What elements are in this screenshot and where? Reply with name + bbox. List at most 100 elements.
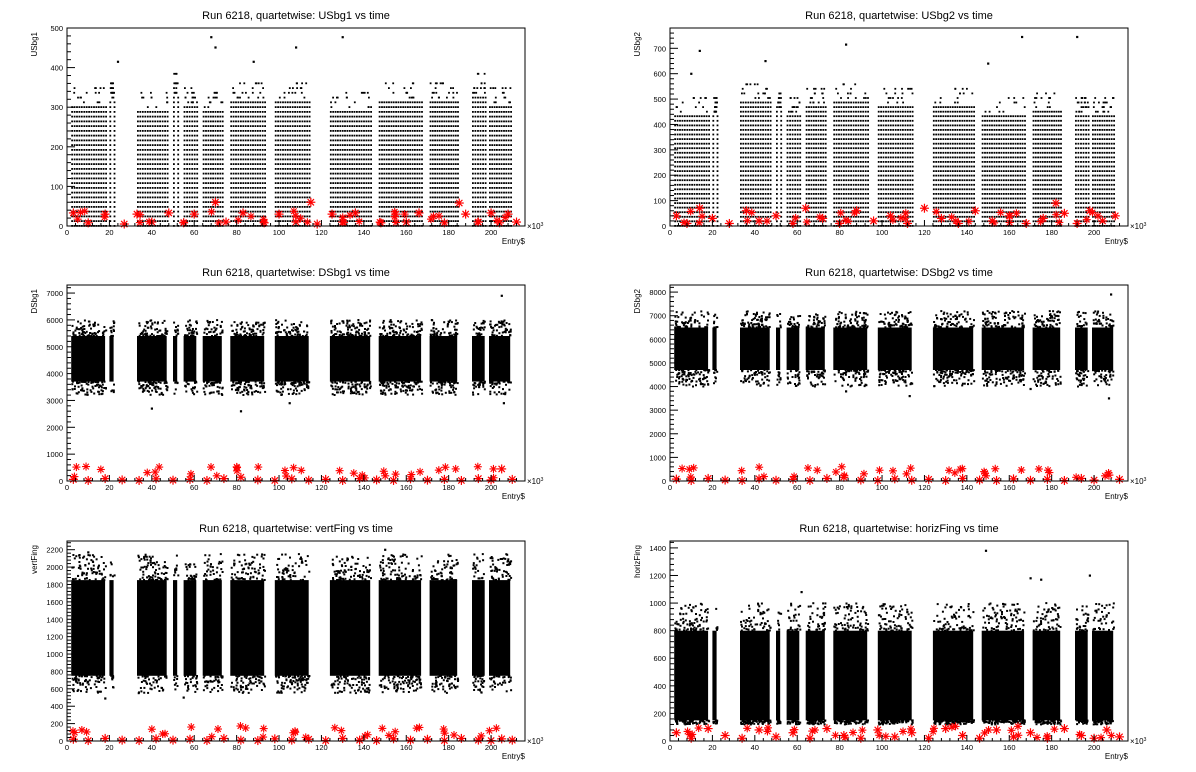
data-point bbox=[344, 135, 346, 137]
data-point bbox=[215, 135, 217, 137]
data-point bbox=[480, 111, 482, 113]
data-point bbox=[238, 178, 240, 180]
data-point bbox=[88, 159, 90, 161]
data-point bbox=[391, 192, 393, 194]
data-point bbox=[485, 192, 487, 194]
data-point bbox=[752, 125, 754, 127]
data-point bbox=[770, 106, 772, 108]
data-point bbox=[230, 187, 232, 189]
data-point bbox=[694, 157, 696, 159]
data-point bbox=[682, 184, 684, 186]
data-point bbox=[696, 198, 698, 200]
data-point bbox=[247, 168, 249, 170]
data-point bbox=[280, 125, 282, 127]
data-point bbox=[370, 178, 372, 180]
data-point bbox=[432, 125, 434, 127]
data-point bbox=[79, 106, 81, 108]
data-point bbox=[342, 178, 344, 180]
data-point bbox=[79, 111, 81, 113]
data-point bbox=[757, 111, 759, 113]
data-point bbox=[203, 182, 205, 184]
data-point bbox=[430, 187, 432, 189]
data-point bbox=[191, 159, 193, 161]
data-point bbox=[152, 192, 154, 194]
data-point bbox=[496, 106, 498, 108]
data-point bbox=[76, 201, 78, 203]
data-point bbox=[88, 154, 90, 156]
data-point bbox=[437, 197, 439, 199]
data-point bbox=[757, 138, 759, 140]
data-point bbox=[309, 168, 311, 170]
data-point bbox=[455, 116, 457, 118]
data-point bbox=[252, 211, 254, 213]
data-point bbox=[280, 192, 282, 194]
data-point bbox=[238, 116, 240, 118]
data-point bbox=[402, 130, 404, 132]
data-point bbox=[88, 182, 90, 184]
data-point bbox=[747, 175, 749, 177]
data-segment bbox=[712, 97, 718, 227]
data-point bbox=[356, 116, 358, 118]
data-point bbox=[477, 144, 479, 146]
data-point bbox=[752, 202, 754, 204]
data-point bbox=[230, 163, 232, 165]
data-point bbox=[302, 178, 304, 180]
data-point bbox=[432, 182, 434, 184]
data-point bbox=[247, 135, 249, 137]
data-point bbox=[210, 154, 212, 156]
y-tick-label: 200 bbox=[50, 143, 63, 152]
data-point bbox=[437, 140, 439, 142]
data-point bbox=[381, 192, 383, 194]
data-point bbox=[437, 192, 439, 194]
data-point bbox=[391, 149, 393, 151]
data-point bbox=[717, 170, 719, 172]
data-point bbox=[259, 116, 261, 118]
data-point bbox=[395, 116, 397, 118]
data-point bbox=[282, 163, 284, 165]
data-point bbox=[304, 121, 306, 123]
data-point bbox=[446, 125, 448, 127]
data-point bbox=[489, 111, 491, 113]
data-point bbox=[482, 135, 484, 137]
data-point bbox=[482, 130, 484, 132]
data-point bbox=[386, 201, 388, 203]
data-point bbox=[501, 182, 503, 184]
data-point bbox=[750, 129, 752, 131]
data-point bbox=[745, 115, 747, 117]
data-point bbox=[755, 193, 757, 195]
data-point bbox=[262, 159, 264, 161]
data-point bbox=[259, 101, 261, 103]
data-point bbox=[701, 134, 703, 136]
data-point bbox=[701, 138, 703, 140]
data-point bbox=[96, 206, 98, 208]
data-point bbox=[233, 182, 235, 184]
data-point bbox=[289, 182, 291, 184]
data-point bbox=[498, 206, 500, 208]
data-point bbox=[760, 147, 762, 149]
data-point bbox=[304, 178, 306, 180]
data-point bbox=[280, 201, 282, 203]
data-point bbox=[363, 206, 365, 208]
data-point bbox=[83, 187, 85, 189]
data-point bbox=[489, 144, 491, 146]
data-point bbox=[297, 187, 299, 189]
data-point bbox=[217, 144, 219, 146]
data-point bbox=[477, 149, 479, 151]
data-point bbox=[302, 101, 304, 103]
data-point bbox=[752, 184, 754, 186]
data-point bbox=[289, 121, 291, 123]
data-point bbox=[684, 175, 686, 177]
data-point bbox=[691, 193, 693, 195]
data-point bbox=[91, 216, 93, 218]
data-point bbox=[339, 159, 341, 161]
data-point bbox=[157, 140, 159, 142]
data-point bbox=[395, 144, 397, 146]
data-point bbox=[176, 92, 178, 94]
data-point bbox=[453, 163, 455, 165]
data-point bbox=[740, 111, 742, 113]
data-point bbox=[297, 111, 299, 113]
data-point bbox=[388, 87, 390, 89]
data-point bbox=[194, 140, 196, 142]
data-point bbox=[745, 157, 747, 159]
data-point bbox=[275, 130, 277, 132]
